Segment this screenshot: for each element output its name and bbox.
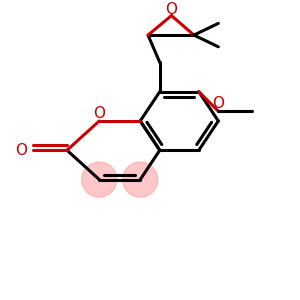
Text: O: O	[212, 96, 224, 111]
Circle shape	[82, 162, 117, 197]
Text: O: O	[15, 143, 27, 158]
Text: O: O	[166, 2, 178, 17]
Text: O: O	[93, 106, 105, 121]
Circle shape	[123, 162, 158, 197]
